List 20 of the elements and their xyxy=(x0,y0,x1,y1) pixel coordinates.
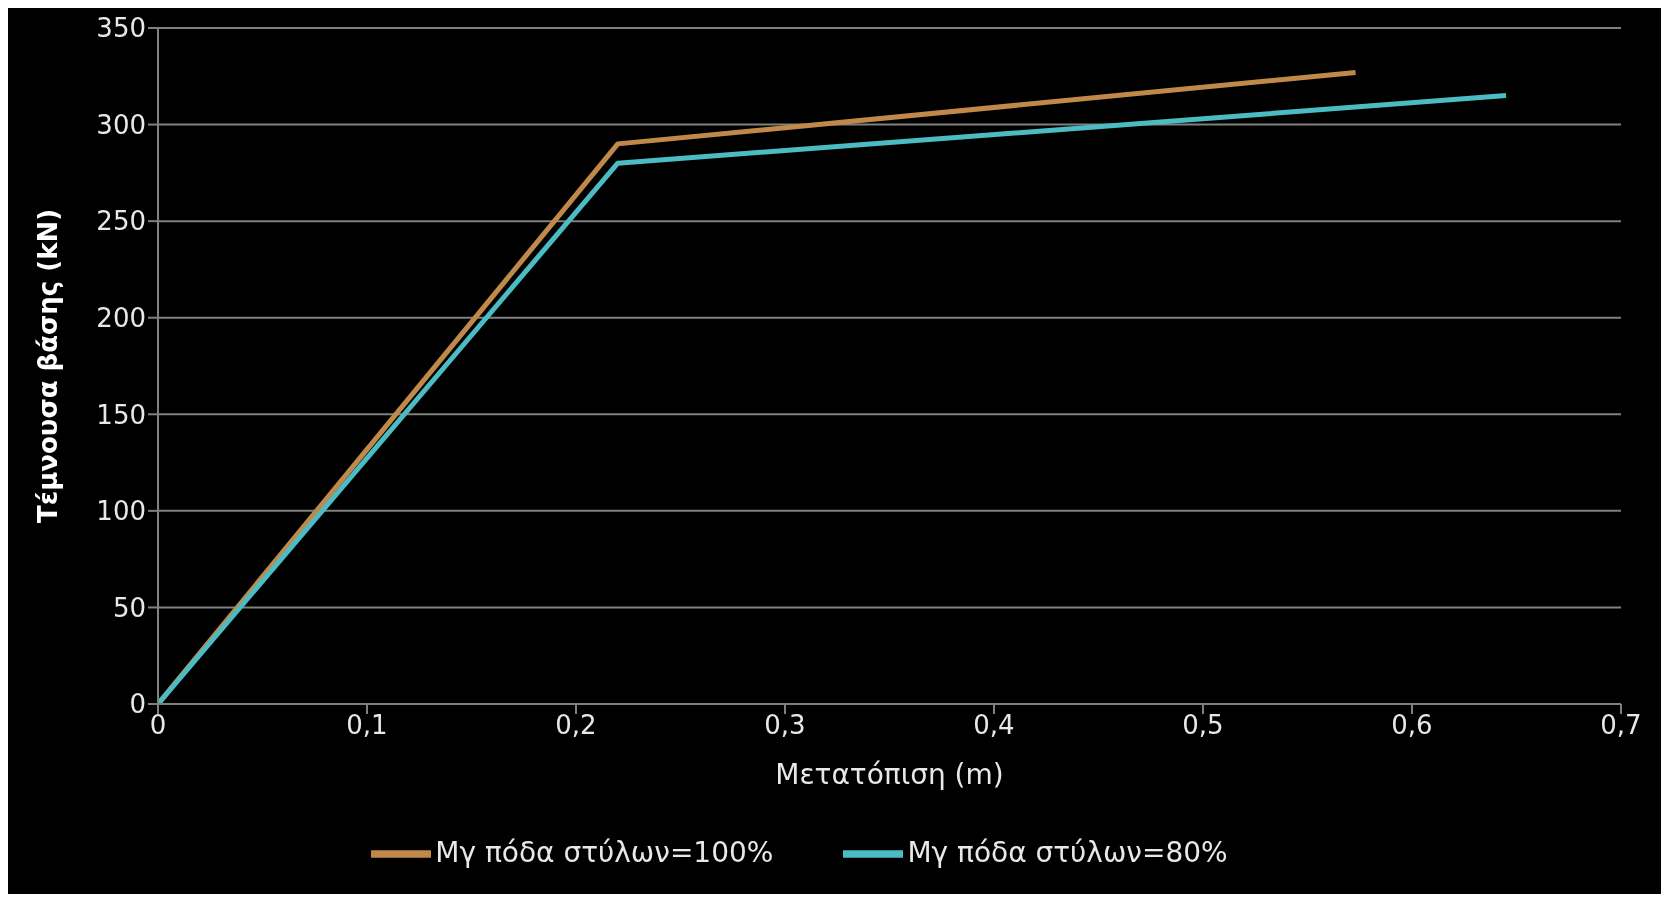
y-tick-label: 50 xyxy=(112,592,146,623)
x-axis-title: Μετατόπιση (m) xyxy=(775,758,1004,791)
x-tick-label: 0,3 xyxy=(764,710,806,741)
x-tick-label: 0 xyxy=(149,710,167,741)
x-tick-label: 0,2 xyxy=(555,710,597,741)
legend-label: Μγ πόδα στύλων=80% xyxy=(907,836,1228,869)
legend-label: Μγ πόδα στύλων=100% xyxy=(435,836,774,869)
y-tick-label: 150 xyxy=(96,399,146,430)
y-tick-label: 250 xyxy=(96,206,146,237)
y-tick-label: 350 xyxy=(96,13,146,44)
y-tick-label: 300 xyxy=(96,109,146,140)
x-tick-label: 0,7 xyxy=(1600,710,1642,741)
x-tick-label: 0,6 xyxy=(1391,710,1433,741)
y-tick-label: 200 xyxy=(96,302,146,333)
x-tick-label: 0,4 xyxy=(973,710,1015,741)
x-tick-label: 0,5 xyxy=(1182,710,1224,741)
y-tick-label: 0 xyxy=(129,689,146,720)
y-tick-label: 100 xyxy=(96,496,146,527)
x-tick-label: 0,1 xyxy=(346,710,388,741)
y-axis-title: Τέμνουσα βάσης (kN) xyxy=(33,208,64,524)
